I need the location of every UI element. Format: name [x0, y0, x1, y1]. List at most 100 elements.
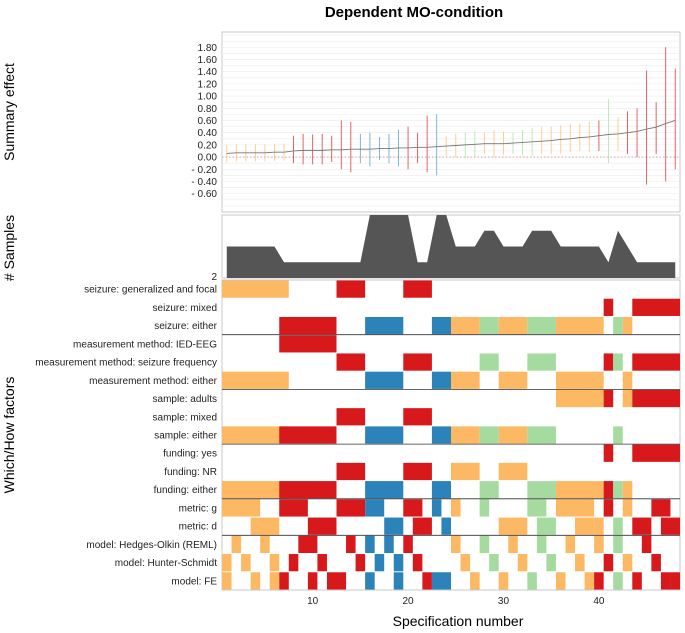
factor-cell [346, 535, 356, 554]
factor-cell [451, 499, 461, 517]
factor-cell [431, 499, 442, 517]
summary-effect-ylabel: Summary effect [1, 63, 17, 161]
factor-row-label: funding: either [154, 485, 218, 496]
factor-cell [403, 535, 413, 554]
factor-cell [451, 535, 461, 554]
factor-cell [594, 535, 604, 554]
factors-ylabel: Which/How factors [1, 377, 17, 494]
factor-cell [632, 517, 652, 535]
factor-cell [622, 371, 633, 389]
factor-cell [479, 535, 490, 554]
factor-cell [222, 572, 232, 590]
factor-cell [279, 316, 337, 335]
factor-cell [279, 499, 308, 517]
factor-cell [517, 554, 528, 572]
factor-cell [441, 517, 451, 535]
factor-cell [317, 554, 327, 572]
x-tick-label: 30 [498, 596, 510, 607]
factor-cell [603, 389, 614, 408]
factor-cell [222, 371, 289, 389]
factor-cell [403, 353, 432, 371]
factor-cell [336, 572, 347, 590]
summary-panel-frame [221, 31, 681, 213]
factor-cell [622, 316, 633, 335]
factor-cell [498, 517, 528, 535]
factor-cell [365, 371, 404, 389]
factor-cell [403, 499, 423, 517]
factor-cell [622, 389, 633, 408]
factor-row-label: measurement method: either [89, 376, 218, 387]
factor-cell [632, 572, 642, 590]
factor-cell [470, 572, 480, 590]
chart-title: Dependent MO-condition [325, 4, 503, 21]
factor-cell [546, 554, 556, 572]
factor-cell [632, 298, 680, 316]
factor-cell [260, 535, 270, 554]
factor-cell [479, 316, 499, 335]
factor-row-label: metric: d [179, 522, 217, 533]
factor-cell [603, 481, 614, 499]
factor-row-label: seizure: mixed [153, 303, 217, 314]
factor-cell [498, 426, 528, 444]
factor-cell [355, 554, 366, 572]
factor-cell [222, 499, 261, 517]
factor-cell [575, 554, 585, 572]
y-tick-label: 1.00 [198, 92, 218, 103]
factor-cell [603, 444, 614, 462]
factor-cell [575, 517, 595, 535]
factor-row-label: measurement method: seizure frequency [35, 358, 217, 369]
factor-cell [555, 572, 566, 590]
factor-cell [431, 316, 451, 335]
factor-cell [622, 554, 633, 572]
y-tick-label: 1.80 [198, 43, 218, 54]
factor-cell [250, 517, 280, 535]
factor-cell [326, 572, 337, 590]
x-tick-label: 20 [403, 596, 415, 607]
factor-cell [651, 499, 671, 517]
x-tick-label: 10 [307, 596, 319, 607]
factor-cell [555, 371, 604, 389]
estimate-line [226, 120, 676, 154]
factor-row-label: seizure: generalized and focal [84, 285, 217, 296]
factor-cell [222, 554, 232, 572]
factor-row-label: funding: NR [164, 467, 217, 478]
factor-cell [536, 535, 547, 554]
factor-cell [451, 371, 480, 389]
factor-cell [498, 462, 528, 481]
y-tick-label: 0.20 [198, 140, 218, 151]
factor-row-label: model: Hedges-Olkin (REML) [86, 540, 217, 551]
factor-cell [613, 353, 623, 371]
factor-cell [431, 481, 451, 499]
factor-row-label: metric: g [179, 503, 217, 514]
factor-cell [632, 444, 680, 462]
factor-cell [613, 517, 623, 535]
factor-cell [365, 572, 375, 590]
factor-cell [498, 316, 528, 335]
factor-cell [451, 462, 480, 481]
factor-cell [298, 535, 318, 554]
factor-cell [527, 426, 556, 444]
factor-cell [431, 572, 451, 590]
factor-cell [384, 517, 404, 535]
factor-cell [422, 572, 432, 590]
factor-cell [250, 572, 261, 590]
samples-ylabel: # Samples [1, 215, 17, 281]
y-tick-label: 1.20 [198, 79, 218, 90]
factor-cell [307, 572, 318, 590]
factor-cell [384, 535, 394, 554]
factor-cell [393, 572, 404, 590]
factor-cell [288, 554, 299, 572]
factor-row-label: model: Hunter-Schmidt [115, 558, 217, 569]
factor-cell [613, 426, 623, 444]
factor-cell [336, 280, 366, 298]
summary-effect-panel: 1.801.601.401.20 1.000.800.600.400.20 0.00… [1, 31, 681, 213]
factor-cell [527, 316, 556, 335]
factor-cell [241, 554, 251, 572]
factor-cell [536, 517, 556, 535]
y-tick-label: - 0.20 [191, 165, 217, 176]
y-tick-label: 0.60 [198, 116, 218, 127]
factor-cell [498, 572, 509, 590]
factor-cell [336, 499, 366, 517]
factor-cell [269, 572, 280, 590]
